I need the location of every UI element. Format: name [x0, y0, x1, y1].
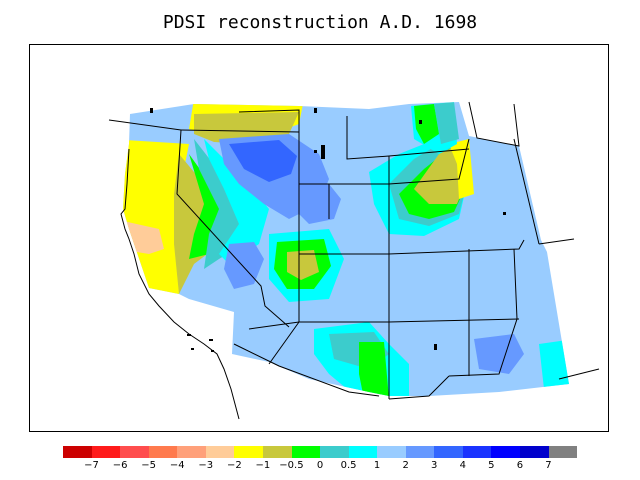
contour-cyan-se [539, 339, 569, 389]
legend-tick-label: −2 [226, 460, 242, 471]
contour-blue3-sw [224, 242, 264, 289]
contour-green-ne [414, 104, 439, 144]
legend-tick-label: −1 [255, 460, 271, 471]
legend-swatch [148, 446, 178, 458]
legend-swatch [120, 446, 149, 458]
pdsi-map [108, 101, 600, 420]
legend-tick-label: 6 [516, 460, 524, 471]
legend-swatch [491, 446, 520, 458]
legend-swatch [63, 446, 92, 458]
legend-tick-label: −6 [112, 460, 128, 471]
legend-swatch [548, 446, 578, 458]
map-frame [29, 44, 609, 432]
legend-swatch [434, 446, 463, 458]
legend-tick-label: 3 [431, 460, 438, 471]
legend-swatch [205, 446, 235, 458]
state-boundaries [108, 101, 600, 400]
coastline [120, 148, 240, 420]
legend-swatch [462, 446, 492, 458]
legend-swatch [405, 446, 435, 458]
legend-tick-label: −3 [198, 460, 214, 471]
map-title: PDSI reconstruction A.D. 1698 [162, 12, 478, 33]
legend-tick-label: 5 [488, 460, 495, 471]
legend-swatch [520, 446, 549, 458]
legend-tick-label: −0.5 [279, 460, 304, 471]
legend-tick-label: −4 [169, 460, 185, 471]
legend-tick-label: 0 [316, 460, 324, 471]
legend-tick-label: 7 [545, 460, 552, 471]
legend-swatch [177, 446, 206, 458]
legend-tick-label: 2 [402, 460, 409, 471]
legend-tick-label: 1 [373, 460, 381, 471]
legend-swatch [91, 446, 121, 458]
color-scale-bar [63, 446, 578, 458]
contour-blue4-north [229, 140, 297, 182]
contour-green-south [359, 342, 389, 396]
legend-tick-label: −7 [84, 460, 99, 471]
legend-tick-label: 0.5 [340, 460, 357, 471]
contour-teal-ne [434, 102, 459, 144]
legend-swatch [262, 446, 292, 458]
legend-swatch [234, 446, 263, 458]
legend-swatch [320, 446, 349, 458]
islands-lakes [150, 108, 506, 352]
legend-swatch [291, 446, 321, 458]
legend-swatch [377, 446, 406, 458]
contour-blue3-se [474, 334, 524, 374]
legend-tick-label: 4 [459, 460, 466, 471]
legend-tick-label: −5 [141, 460, 157, 471]
contour-cyan-west [204, 139, 269, 264]
legend-swatch [348, 446, 378, 458]
contour-olive-central [287, 250, 319, 280]
color-scale-labels: −7 −6 −5 −4 −3 −2 −1 −0.5 0 0.5 1 2 3 4 5 6 7 [63, 460, 577, 474]
